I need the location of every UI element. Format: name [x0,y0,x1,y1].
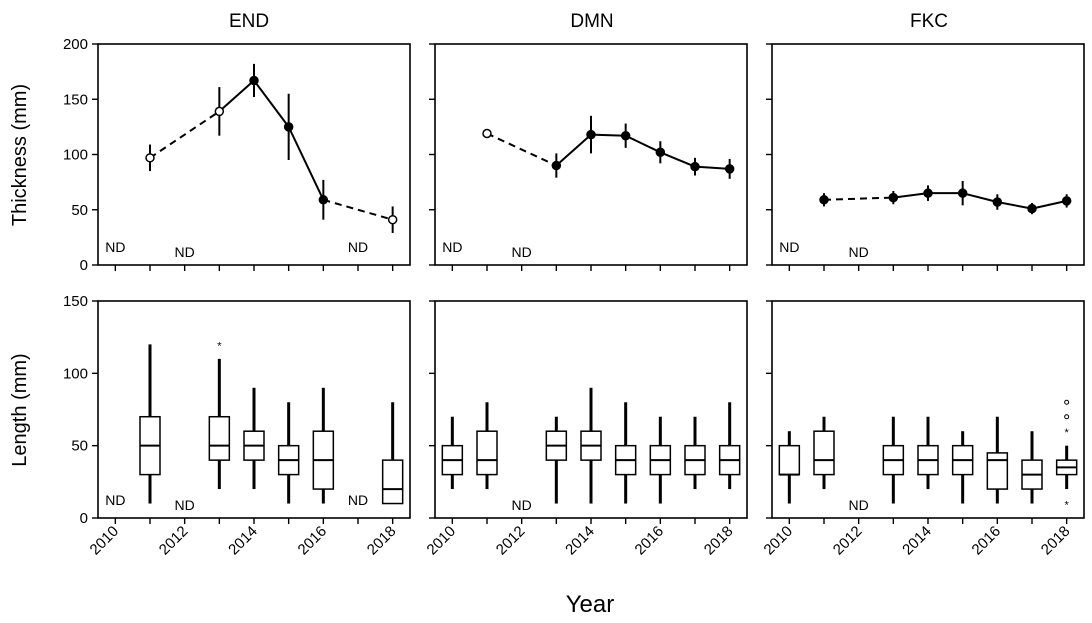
nd-label: ND [105,239,125,255]
nd-label: ND [105,492,125,508]
series-segment [962,192,998,203]
y-tick-label: 150 [63,91,88,108]
data-point [819,195,829,205]
x-axis-label: Year [566,591,615,618]
y-tick-label: 0 [80,257,88,274]
y-tick-label: 100 [63,365,88,382]
x-tick-label: 2012 [830,523,866,559]
box [476,430,498,476]
panel-line-end: 0 50 100 150 200 ND ND ND [63,36,411,274]
box [778,444,801,476]
nd-label: ND [348,492,368,508]
panel-title-fkc: FKC [910,11,948,32]
series-segment [590,133,626,137]
x-tick-label: 2014 [899,523,935,559]
x-tick-label: 2018 [364,523,400,559]
panel-line-fkc: ND ND [766,43,1085,271]
data-point [888,192,899,203]
nd-label: ND [512,497,532,513]
series-segment [555,133,592,167]
x-tick-label: 2012 [493,523,529,559]
panel-title-end: END [229,11,269,32]
nd-label: ND [849,497,869,513]
x-tick-label: 2018 [1038,523,1074,559]
x-tick-label: 2010 [424,523,460,559]
panel-title-dmn: DMN [570,11,613,32]
outlier-circle [1064,414,1070,420]
data-point [690,161,700,172]
x-tick-label: 2018 [701,523,737,559]
data-point [214,106,225,117]
x-tick-label: 2016 [632,523,668,559]
nd-label: ND [175,497,195,513]
nd-label: ND [849,244,869,260]
x-tick-label: 2010 [761,523,797,559]
y-tick-label: 0 [80,510,88,527]
y-axis-label-length: Length (mm) [9,353,31,466]
data-point [655,147,666,158]
data-point [1027,203,1037,214]
data-point [145,153,155,163]
box [813,430,835,476]
outlier-circle [1064,399,1070,405]
series-segment [625,134,661,154]
data-point [249,75,259,86]
outlier-star: * [217,340,222,352]
x-tick-label: 2016 [969,523,1005,559]
series-segment [486,132,557,167]
y-axis-label-thickness: Thickness (mm) [9,84,31,226]
nd-label: ND [779,239,799,255]
box [381,459,404,505]
panel-line-dmn: ND ND [429,43,748,271]
x-tick-label: 2016 [295,523,331,559]
outlier-star: * [1065,500,1070,512]
panel-box-end: 0 50 100 150 2010 2012 2014 2016 2018 ND ND ND * [63,293,411,559]
nd-label: ND [348,239,368,255]
data-point [586,129,596,140]
series-segment [823,196,894,201]
x-tick-label: 2010 [87,523,123,559]
series-segment [997,201,1033,210]
nd-label: ND [512,244,532,260]
data-point [923,188,933,198]
series-segment [893,192,929,199]
series-segment [1031,199,1067,210]
data-point [551,160,562,171]
outlier-star: * [1065,427,1070,439]
series-segment [149,110,220,159]
y-tick-label: 200 [63,36,88,53]
data-point [957,188,968,198]
data-point [387,214,398,225]
y-tick-label: 50 [71,438,88,455]
x-tick-label: 2014 [562,523,598,559]
data-point [482,128,492,139]
series-segment [694,165,730,170]
panel-box-dmn: 2010 2012 2014 2016 2018 ND [424,300,748,559]
x-tick-label: 2014 [225,523,261,559]
series-segment [287,126,325,201]
panel-box-fkc: 2010 2012 2014 2016 2018 ND * * [761,300,1085,559]
y-tick-label: 50 [71,202,88,219]
y-tick-label: 100 [63,147,88,164]
series-segment [659,151,696,168]
data-point [1061,196,1072,206]
data-point [620,130,631,141]
plot-frame-line-dmn [434,43,748,266]
x-tick-label: 2012 [156,523,192,559]
data-point [992,197,1003,207]
data-point [318,195,329,205]
nd-label: ND [442,239,462,255]
data-point [724,164,735,174]
box [986,452,1009,490]
box [208,415,231,461]
y-tick-label: 150 [63,293,88,310]
plot-frame-line-fkc [771,43,1085,266]
series-segment [218,79,255,113]
nd-label: ND [175,244,195,260]
series-segment [253,79,290,128]
series-segment [323,198,393,221]
data-point [283,122,294,132]
